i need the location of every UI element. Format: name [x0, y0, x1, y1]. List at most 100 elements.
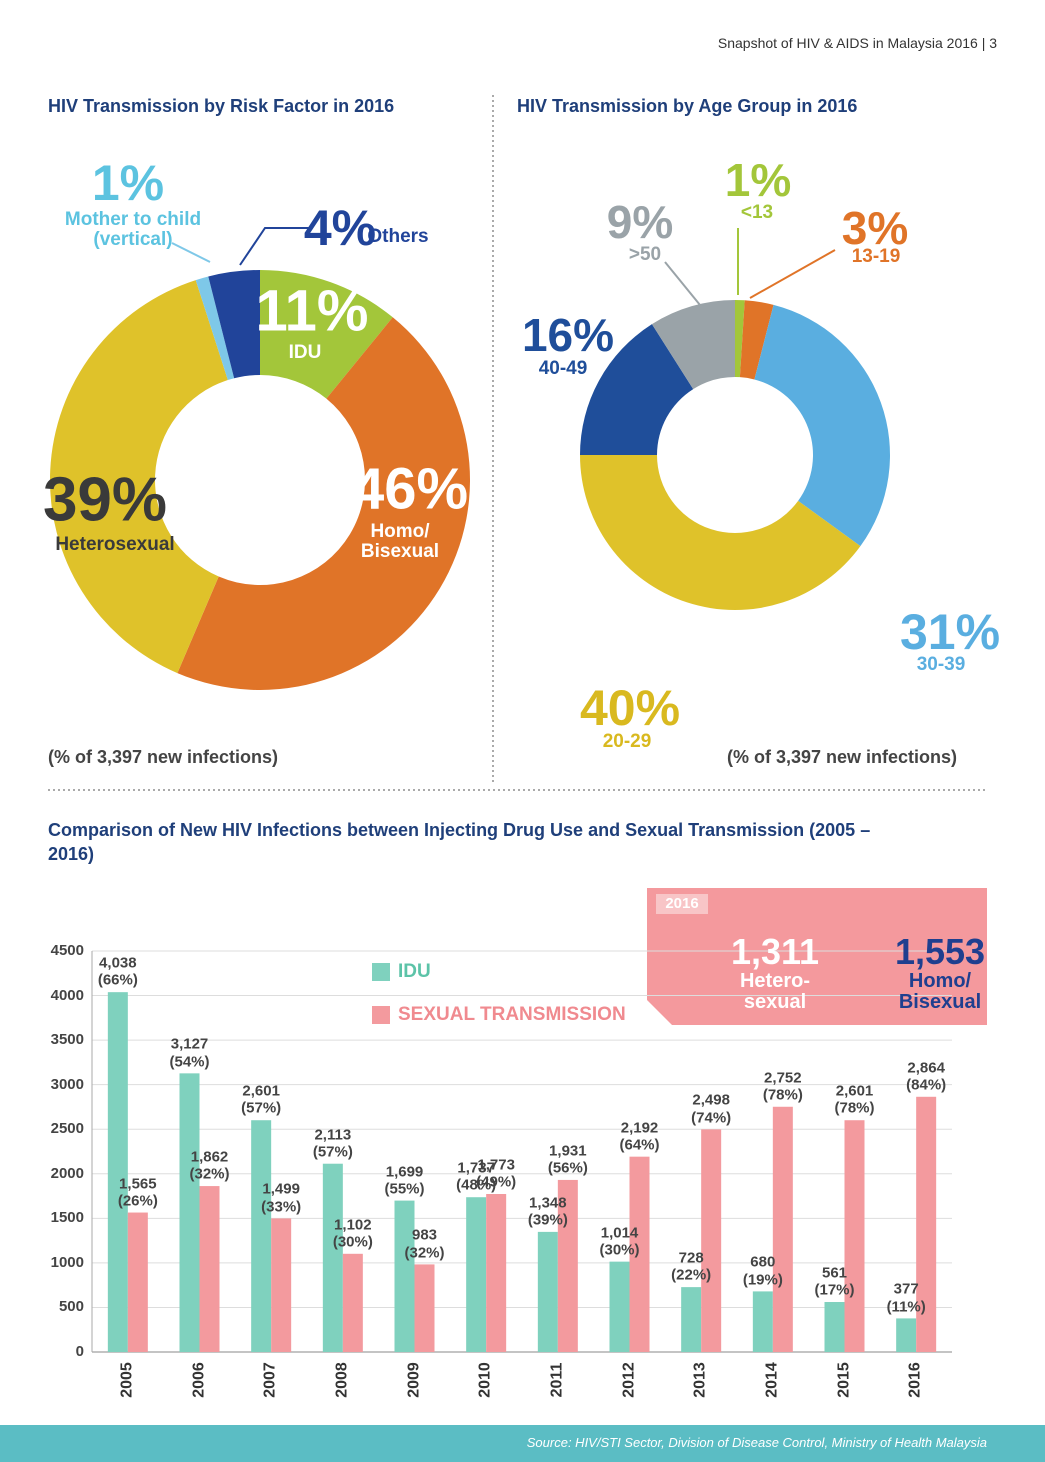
callout-value: 1,311 — [730, 931, 820, 973]
category-label: 13-19 — [851, 246, 901, 268]
value-label: 1,862 (32%) — [189, 1148, 230, 1183]
bar — [486, 1194, 507, 1352]
x-tick-label: 2013 — [691, 1362, 709, 1398]
x-tick-label: 2016 — [906, 1362, 924, 1398]
bar — [896, 1318, 917, 1352]
bar — [916, 1096, 937, 1352]
leader-line — [239, 227, 310, 266]
x-tick-label: 2012 — [620, 1362, 638, 1398]
leader-line — [749, 249, 836, 299]
category-label: 40-49 — [538, 358, 588, 380]
donut-segment — [739, 300, 774, 380]
bar — [824, 1302, 845, 1352]
value-label: 11% — [255, 278, 369, 344]
value-label: 46% — [351, 456, 469, 522]
donut-segment — [260, 270, 393, 399]
value-label: 1,565 (26%) — [117, 1175, 158, 1210]
value-label: 3,127 (54%) — [169, 1035, 210, 1071]
source: Source: HIV/STI Sector, Division of Dise… — [526, 1435, 987, 1450]
donut-segment — [651, 300, 735, 390]
x-tick-label: 2015 — [835, 1362, 853, 1398]
value-label: 1,931 (56%) — [547, 1142, 588, 1177]
bar — [271, 1218, 292, 1352]
category-label: IDU — [288, 342, 322, 364]
bar — [844, 1120, 865, 1352]
leader-line — [664, 261, 701, 306]
value-label: 1,014 (30%) — [599, 1224, 640, 1259]
value-label: 2,498 (74%) — [691, 1091, 732, 1127]
value-label: 2,601 (57%) — [241, 1082, 282, 1117]
y-tick-label: 2500 — [50, 1120, 84, 1138]
value-label: 983 (32%) — [404, 1226, 445, 1262]
value-label: 4,038 (66%) — [97, 954, 138, 989]
value-label: 3% — [841, 201, 909, 254]
chart-note: (% of 3,397 new infections) — [48, 747, 279, 767]
bar — [342, 1253, 363, 1352]
x-tick-label: 2009 — [405, 1362, 423, 1398]
donut-segment — [754, 304, 891, 547]
value-label: 1,102 (30%) — [332, 1216, 373, 1251]
value-label: 1% — [91, 154, 165, 211]
legend-label: IDU — [398, 961, 431, 983]
x-tick-label: 2010 — [476, 1362, 494, 1398]
callout-value: 1,553 — [894, 931, 986, 973]
bar — [179, 1073, 200, 1352]
callout-label: Homo/ Bisexual — [898, 970, 982, 1013]
value-label: 2,864 (84%) — [906, 1059, 947, 1094]
callout-title: 2016 — [665, 895, 699, 913]
bar — [251, 1120, 272, 1352]
category-label: Mother to child (vertical) — [64, 209, 202, 250]
category-label: 20-29 — [602, 731, 652, 753]
bar — [681, 1287, 702, 1352]
value-label: 2,752 (78%) — [762, 1069, 803, 1104]
value-label: 39% — [42, 465, 168, 535]
x-tick-label: 2005 — [118, 1362, 136, 1398]
y-tick-label: 3000 — [50, 1075, 84, 1093]
value-label: 1,699 (55%) — [384, 1163, 425, 1198]
value-label: 728 (22%) — [671, 1249, 712, 1284]
chart-title: Comparison of New HIV Infections between… — [48, 820, 871, 865]
x-tick-label: 2014 — [763, 1362, 781, 1398]
value-label: 16% — [521, 308, 615, 361]
y-tick-label: 3500 — [50, 1031, 84, 1049]
bar — [127, 1212, 148, 1352]
legend-label: SEXUAL TRANSMISSION — [398, 1004, 626, 1026]
donut-segment — [580, 324, 694, 455]
value-label: 31% — [899, 603, 1001, 660]
y-tick-label: 4000 — [50, 986, 84, 1004]
value-label: 2,113 (57%) — [312, 1126, 353, 1161]
bar — [537, 1231, 558, 1352]
value-label: 561 (17%) — [814, 1264, 855, 1299]
bar — [394, 1200, 415, 1352]
chart-note: (% of 3,397 new infections) — [727, 747, 958, 767]
bar — [322, 1163, 343, 1352]
bar — [107, 992, 128, 1352]
donut-segment — [580, 455, 861, 610]
value-label: 40% — [579, 679, 681, 736]
donut-segment — [208, 270, 260, 379]
donut-segment — [50, 280, 228, 674]
category-label: Heterosexual — [55, 534, 175, 556]
donut-segment — [735, 300, 745, 378]
y-tick-label: 2000 — [50, 1164, 84, 1182]
bar — [752, 1291, 773, 1352]
bar — [609, 1261, 630, 1352]
callout-box — [647, 888, 987, 1025]
bar — [466, 1197, 487, 1352]
bar — [414, 1264, 435, 1352]
callout-tag — [656, 894, 708, 914]
value-label: 1,499 (33%) — [261, 1180, 302, 1216]
x-tick-label: 2006 — [190, 1362, 208, 1398]
value-label: 2,192 (64%) — [619, 1119, 660, 1154]
chart-title: HIV Transmission by Age Group in 2016 — [517, 96, 858, 116]
legend-swatch — [372, 1006, 390, 1024]
y-tick-label: 4500 — [50, 942, 84, 960]
donut-segment — [177, 317, 471, 691]
y-tick-label: 1500 — [50, 1209, 84, 1227]
footer-band — [0, 1425, 1045, 1462]
y-tick-label: 500 — [58, 1298, 84, 1316]
leader-line — [171, 242, 211, 263]
donut-segment — [195, 276, 235, 381]
